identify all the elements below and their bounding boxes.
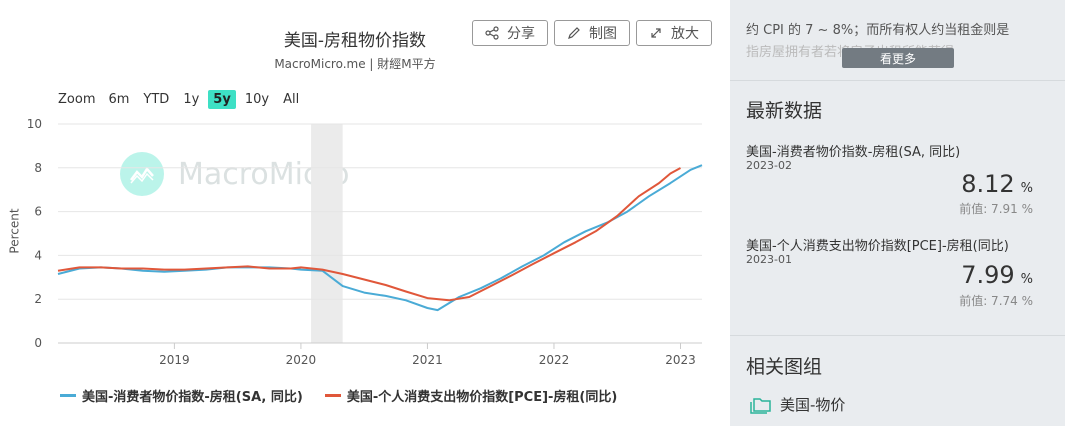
macromicro-logo-icon xyxy=(120,152,164,196)
y-tick-label: 0 xyxy=(34,336,42,350)
y-tick-label: 10 xyxy=(27,117,42,131)
recession-band xyxy=(311,124,343,343)
legend: 美国-消费者物价指数-房租(SA, 同比) 美国-个人消费支出物价指数[PCE]… xyxy=(60,386,639,405)
share-button[interactable]: 分享 xyxy=(472,20,548,46)
y-tick-label: 8 xyxy=(34,161,42,175)
related-groups-title: 相关图组 xyxy=(746,356,823,378)
divider xyxy=(730,80,1065,81)
legend-label-cpi: 美国-消费者物价指数-房租(SA, 同比) xyxy=(82,390,303,405)
line-chart: 0 2 4 6 8 10 2019 2020 2021 2022 2023 xyxy=(27,117,703,367)
indicator-prev-cpi: 前值: 7.91 % xyxy=(959,202,1033,216)
draw-button[interactable]: 制图 xyxy=(554,20,630,46)
enlarge-button[interactable]: 放大 xyxy=(636,20,712,46)
zoom-label: Zoom xyxy=(58,91,96,107)
legend-label-pce: 美国-个人消费支出物价指数[PCE]-房租(同比) xyxy=(346,390,618,405)
share-icon xyxy=(485,26,499,40)
related-group-item[interactable]: 美国-物价 xyxy=(750,394,845,415)
indicator-value-pce: 7.99% xyxy=(961,261,1033,289)
legend-swatch-cpi xyxy=(60,394,76,397)
latest-data-title: 最新数据 xyxy=(746,100,823,122)
chart-subtitle: MacroMicro.me | 財經M平方 xyxy=(274,57,436,71)
divider xyxy=(730,335,1065,336)
chart-panel: 美国-房租物价指数 MacroMicro.me | 財經M平方 分享 制图 放大… xyxy=(7,20,712,405)
indicator-name-pce[interactable]: 美国-个人消费支出物价指数[PCE]-房租(同比) xyxy=(746,239,1009,254)
related-group-label: 美国-物价 xyxy=(780,396,846,414)
enlarge-label: 放大 xyxy=(671,26,699,42)
folder-icon xyxy=(750,397,771,414)
y-tick-label: 6 xyxy=(34,205,42,219)
series-line-pce xyxy=(57,167,681,302)
chart-title: 美国-房租物价指数 xyxy=(283,31,427,51)
more-button[interactable]: 看更多 xyxy=(842,48,954,68)
zoom-10y[interactable]: 10y xyxy=(244,91,270,107)
description-line-1: 约 CPI 的 7 ~ 8%；而所有权人约当租金则是 xyxy=(746,23,1010,38)
indicator-prev-pce: 前值: 7.74 % xyxy=(959,294,1033,308)
series-line-cpi xyxy=(57,164,703,312)
sidebar: 约 CPI 的 7 ~ 8%；而所有权人约当租金则是 指房屋拥有者若将房子出租所… xyxy=(730,0,1065,426)
pencil-icon xyxy=(568,27,580,39)
legend-item-pce[interactable]: 美国-个人消费支出物价指数[PCE]-房租(同比) xyxy=(324,386,618,405)
y-tick-label: 4 xyxy=(34,248,42,262)
x-tick-label: 2023 xyxy=(665,353,696,367)
indicator-value-cpi: 8.12% xyxy=(961,170,1033,198)
share-label: 分享 xyxy=(507,26,535,42)
indicator-date-pce: 2023-01 xyxy=(746,253,792,266)
indicator-name-cpi[interactable]: 美国-消费者物价指数-房租(SA, 同比) xyxy=(746,145,961,160)
x-tick-label: 2021 xyxy=(412,353,443,367)
indicator-value-number-pce: 7.99 xyxy=(961,261,1015,289)
zoom-all[interactable]: All xyxy=(283,91,300,107)
indicator-date-cpi: 2023-02 xyxy=(746,159,792,172)
x-tick-label: 2019 xyxy=(159,353,190,367)
zoom-5y[interactable]: 5y xyxy=(208,89,236,109)
zoom-6m[interactable]: 6m xyxy=(108,91,130,107)
legend-swatch-pce xyxy=(324,394,341,397)
expand-icon xyxy=(651,28,661,38)
zoom-ytd[interactable]: YTD xyxy=(143,91,170,107)
x-tick-label: 2022 xyxy=(539,353,570,367)
x-tick-label: 2020 xyxy=(286,353,317,367)
legend-item-cpi[interactable]: 美国-消费者物价指数-房租(SA, 同比) xyxy=(60,386,303,405)
indicator-value-number-cpi: 8.12 xyxy=(961,170,1015,198)
indicator-unit-cpi: % xyxy=(1020,181,1033,196)
zoom-selector: Zoom 6m YTD 1y 5y 10y All xyxy=(58,88,308,110)
zoom-1y[interactable]: 1y xyxy=(183,91,200,107)
indicator-unit-pce: % xyxy=(1020,272,1033,287)
draw-label: 制图 xyxy=(589,26,617,42)
y-tick-label: 2 xyxy=(34,292,42,306)
